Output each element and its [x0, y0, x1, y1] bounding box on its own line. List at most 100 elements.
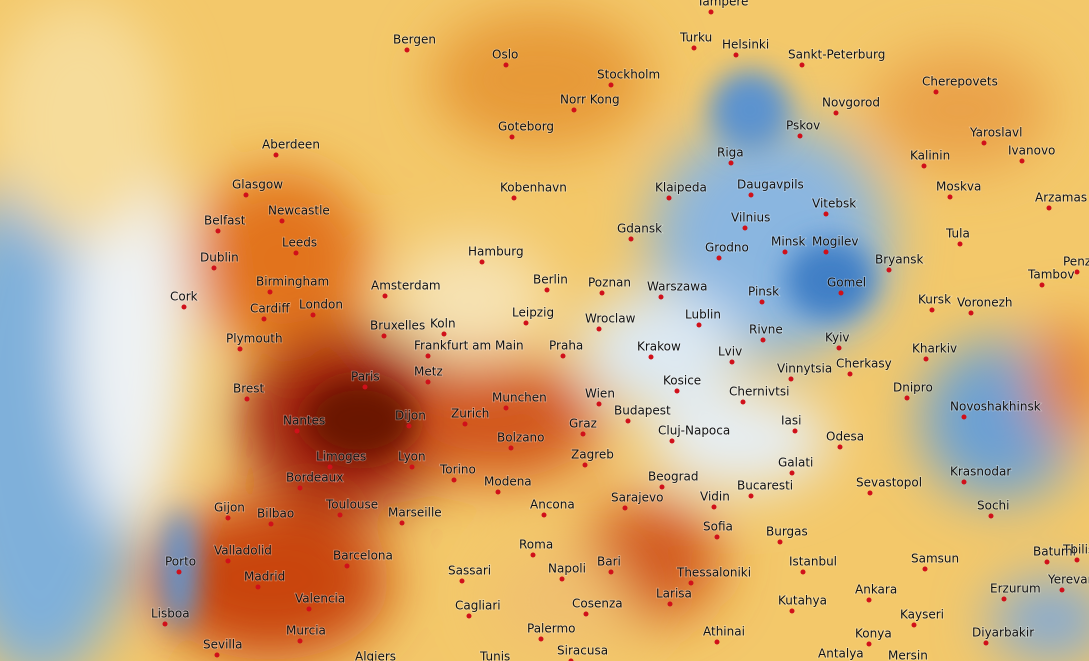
city-dot [847, 371, 853, 377]
city-dot [530, 552, 536, 558]
city-label: Zagreb [571, 448, 614, 462]
city-dot [792, 428, 798, 434]
city-dot [667, 601, 673, 607]
city-label: Larisa [656, 587, 692, 601]
city-dot [708, 9, 714, 15]
city-dot [225, 558, 231, 564]
city-dot [406, 423, 412, 429]
city-label: Gijon [214, 501, 245, 515]
city-dot [691, 45, 697, 51]
city-dot [867, 490, 873, 496]
city-label: Minsk [771, 235, 806, 249]
city-dot [462, 421, 468, 427]
city-label: Leipzig [512, 306, 554, 320]
city-dot [983, 640, 989, 646]
city-dot [760, 337, 766, 343]
city-dot [409, 464, 415, 470]
city-label: Bilbao [257, 507, 294, 521]
city-dot [268, 521, 274, 527]
city-dot [596, 326, 602, 332]
city-label: Mersin [888, 649, 928, 661]
city-label: Lublin [685, 308, 721, 322]
city-label: Ankara [855, 583, 897, 597]
city-dot [559, 576, 565, 582]
city-dot [523, 320, 529, 326]
city-dot [988, 513, 994, 519]
city-dot [904, 395, 910, 401]
city-label: Lyon [398, 450, 426, 464]
city-label: Plymouth [226, 332, 283, 346]
city-dot [495, 489, 501, 495]
city-label: Diyarbakir [972, 626, 1034, 640]
city-label: Kharkiv [912, 342, 957, 356]
city-label: Palermo [527, 622, 576, 636]
city-label: Dublin [200, 251, 239, 265]
city-label: Berlin [533, 273, 568, 287]
city-label: Vinnytsia [777, 362, 832, 376]
city-label: Koln [430, 317, 456, 331]
city-label: Cork [170, 290, 198, 304]
city-label: Yerevan [1047, 573, 1089, 587]
city-label: Bryansk [875, 253, 923, 267]
city-dot [838, 290, 844, 296]
city-label: Leeds [282, 236, 317, 250]
city-label: Belfast [204, 214, 246, 228]
city-dot [1001, 596, 1007, 602]
city-label: Iasi [781, 414, 801, 428]
city-dot [541, 512, 547, 518]
city-dot [799, 62, 805, 68]
city-dot [1074, 557, 1080, 563]
city-label: Erzurum [990, 582, 1041, 596]
city-dot [479, 259, 485, 265]
city-label: Cluj-Napoca [658, 424, 730, 438]
city-label: Vilnius [731, 211, 770, 225]
city-dot [459, 578, 465, 584]
city-dot [381, 333, 387, 339]
city-dot [255, 584, 261, 590]
city-dot [659, 484, 665, 490]
city-label: Vitebsk [812, 197, 856, 211]
city-label: Thessaloniki [676, 566, 751, 580]
city-label: Nantes [283, 414, 325, 428]
city-dot [211, 265, 217, 271]
city-dot [797, 133, 803, 139]
city-label: Novgorod [822, 96, 880, 110]
city-label: Yaroslavl [969, 126, 1022, 140]
city-dot [327, 464, 333, 470]
city-dot [1044, 559, 1050, 565]
city-label: Arzamas [1035, 191, 1087, 205]
city-dot [306, 606, 312, 612]
city-label: Krakow [637, 340, 681, 354]
city-label: Voronezh [957, 296, 1013, 310]
city-label: Madrid [244, 570, 285, 584]
city-label: Bordeaux [286, 471, 343, 485]
city-dot [599, 290, 605, 296]
city-label: Konya [855, 627, 892, 641]
city-label: Paris [351, 370, 380, 384]
city-label: Tula [945, 227, 970, 241]
city-dot [748, 493, 754, 499]
city-label: Dijon [395, 409, 426, 423]
city-label: Stockholm [597, 68, 660, 82]
city-label: Brest [233, 382, 265, 396]
city-dot [162, 621, 168, 627]
city-dot [714, 639, 720, 645]
city-dot [1046, 205, 1052, 211]
city-dot [1019, 158, 1025, 164]
city-dot [608, 82, 614, 88]
city-label: Tbilisi [1062, 543, 1089, 557]
city-dot [294, 428, 300, 434]
city-label: Tunis [479, 650, 510, 661]
city-dot [580, 431, 586, 437]
city-dot [273, 152, 279, 158]
city-dot [279, 218, 285, 224]
city-label: Munchen [492, 391, 547, 405]
city-label: Metz [414, 365, 443, 379]
city-dot [716, 255, 722, 261]
city-dot [451, 477, 457, 483]
city-dot [782, 249, 788, 255]
city-dot [571, 107, 577, 113]
city-dot [1059, 587, 1065, 593]
city-dot [622, 505, 628, 511]
city-label: Cosenza [572, 597, 623, 611]
